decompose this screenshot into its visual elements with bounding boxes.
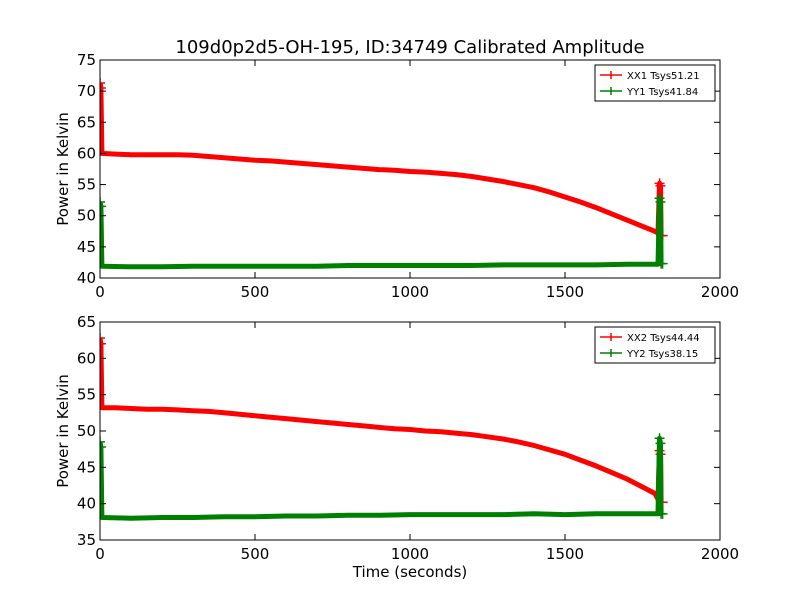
series-group — [100, 78, 668, 270]
series-marker — [654, 433, 665, 444]
y-tick-label: 45 — [77, 458, 96, 476]
x-tick-label: 500 — [241, 545, 270, 563]
figure-title: 109d0p2d5-OH-195, ID:34749 Calibrated Am… — [175, 37, 644, 58]
series-marker — [100, 441, 106, 452]
y-tick-label: 40 — [77, 269, 96, 287]
y-tick-label: 65 — [77, 113, 96, 131]
y-tick-label: 75 — [77, 51, 96, 69]
y-tick-label: 55 — [77, 176, 96, 194]
y-tick-label: 70 — [77, 82, 96, 100]
legend-label: YY2 Tsys38.15 — [626, 349, 698, 360]
series-marker — [655, 438, 666, 449]
x-tick-label: 2000 — [701, 545, 739, 563]
top-subplot: 0 500 1000 1500 2000 40 45 50 55 60 65 70 75 Power in… — [54, 51, 739, 301]
y-tick-label: 50 — [77, 422, 96, 440]
series-marker — [654, 178, 665, 189]
y-tick-label: 35 — [77, 531, 96, 549]
y-tick-label: 50 — [77, 207, 96, 225]
x-axis-label: Time (seconds) — [352, 563, 468, 581]
series-marker — [100, 436, 105, 447]
x-tick-label: 1500 — [546, 545, 584, 563]
series-marker — [100, 197, 105, 208]
legend: XX2 Tsys44.44 YY2 Tsys38.15 — [594, 326, 716, 364]
x-tick-label: 0 — [95, 283, 105, 301]
y-tick-label: 45 — [77, 238, 96, 256]
y-axis-label: Power in Kelvin — [54, 112, 72, 226]
series-marker — [100, 338, 106, 349]
series-marker — [100, 332, 105, 343]
legend-box — [594, 326, 716, 364]
series-marker — [100, 201, 106, 212]
y-axis-label: Power in Kelvin — [54, 374, 72, 488]
x-tick-label: 1000 — [391, 283, 429, 301]
series-marker — [657, 258, 668, 269]
x-tick-label: 2000 — [701, 283, 739, 301]
bottom-subplot: 0 500 1000 1500 2000 35 40 45 50 55 60 65 Power in K… — [54, 313, 739, 581]
y-tick-label: 65 — [77, 313, 96, 331]
y-tick-label: 60 — [77, 144, 96, 162]
series-marker — [657, 508, 668, 519]
legend-label: YY1 Tsys41.84 — [626, 87, 698, 98]
x-tick-label: 1000 — [391, 545, 429, 563]
y-tick-label: 55 — [77, 386, 96, 404]
x-tick-label: 500 — [241, 283, 270, 301]
x-tick-label: 0 — [95, 545, 105, 563]
legend-label: XX2 Tsys44.44 — [627, 333, 700, 344]
legend-box — [594, 64, 716, 102]
series-marker — [655, 197, 666, 208]
series-marker — [100, 78, 105, 89]
legend-label: XX1 Tsys51.21 — [627, 71, 700, 82]
y-tick-label: 60 — [77, 349, 96, 367]
x-tick-label: 1500 — [546, 283, 584, 301]
series-marker — [655, 180, 666, 191]
series-line-1 — [100, 337, 664, 505]
series-line-1 — [100, 82, 664, 239]
series-group — [100, 332, 668, 521]
y-tick-label: 40 — [77, 495, 96, 513]
legend: XX1 Tsys51.21 YY1 Tsys41.84 — [594, 64, 716, 102]
